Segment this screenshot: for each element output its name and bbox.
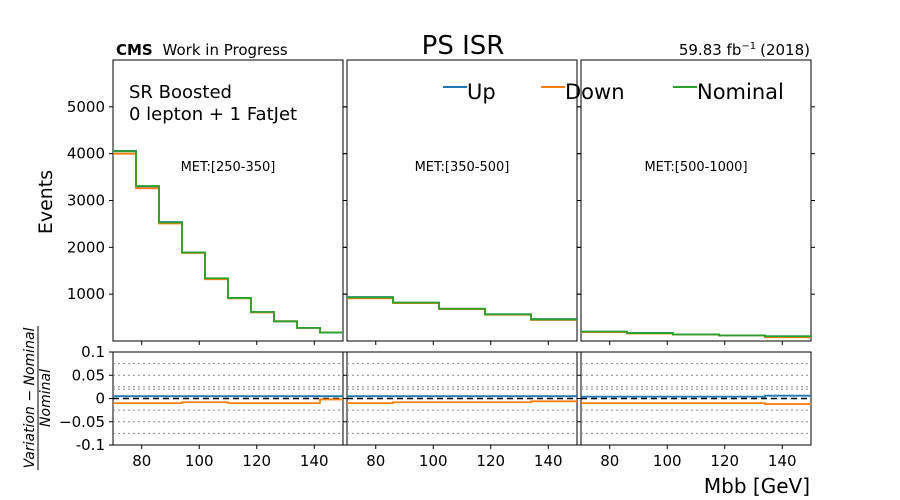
legend-label-down: Down: [565, 80, 625, 104]
ratio-label-denominator: Nominal: [38, 369, 54, 427]
x-tick-label: 100: [419, 452, 448, 470]
legend-label-nominal: Nominal: [697, 80, 784, 104]
x-tick-label: 120: [710, 452, 739, 470]
panel-3: MET:[500-1000] 80 100 120 140: [577, 59, 815, 470]
ratio-y-tick-label: 0.05: [72, 366, 105, 384]
met-bin-label: MET:[350-500]: [415, 160, 510, 175]
series-nominal-line: [581, 330, 811, 338]
x-tick-label: 80: [600, 452, 619, 470]
plot-area: 10002000300040005000MET:[250-350]0.10.05…: [59, 59, 815, 470]
svg-text:59.83 fb−1(2018): 59.83 fb−1 (2018): [679, 41, 810, 59]
ratio-y-tick-label: 0.1: [81, 343, 105, 361]
panel-2: MET:[350-500] 80 100 120 140: [343, 59, 581, 470]
y-tick-label: 1000: [67, 285, 105, 303]
cms-label: CMS: [116, 41, 153, 59]
svg-text:CMS Work in Progress: CMS Work in Progress: [116, 41, 288, 59]
y-axis-label: Events: [35, 170, 57, 234]
ratio-down-line: [347, 400, 577, 405]
x-tick-label: 140: [534, 452, 563, 470]
series-down-line: [113, 152, 343, 334]
x-tick-label: 100: [185, 452, 214, 470]
ratio-y-tick-label: 0: [95, 390, 105, 408]
legend-label-up: Up: [467, 80, 496, 104]
x-tick-label: 100: [653, 452, 682, 470]
legend: Up Down Nominal: [443, 80, 784, 104]
x-tick-label: 80: [132, 452, 151, 470]
chart-title: PS ISR: [422, 31, 505, 61]
y-tick-label: 2000: [67, 238, 105, 256]
x-axis-label: Mbb [GeV]: [704, 474, 810, 498]
ratio-y-tick-label: -0.1: [76, 436, 105, 454]
x-tick-label: 120: [242, 452, 271, 470]
series-up-line: [113, 149, 343, 334]
series-nominal-line: [113, 150, 343, 334]
ratio-y-tick-label: −0.05: [59, 413, 105, 431]
met-bin-label: MET:[250-350]: [181, 160, 276, 175]
region-text-line: SR Boosted: [129, 82, 232, 103]
ratio-label-numerator: Variation − Nominal: [22, 327, 38, 468]
region-text-line: 0 lepton + 1 FatJet: [129, 104, 297, 125]
lumi-value: 59.83 fb: [679, 41, 742, 59]
ratio-up-line: [581, 394, 811, 398]
panel-1: 10002000300040005000MET:[250-350]0.10.05…: [59, 59, 347, 470]
work-in-progress-label: Work in Progress: [163, 41, 288, 59]
x-tick-label: 140: [768, 452, 797, 470]
x-tick-label: 80: [366, 452, 385, 470]
met-bin-label: MET:[500-1000]: [644, 160, 747, 175]
x-tick-label: 140: [300, 452, 329, 470]
x-tick-label: 120: [476, 452, 505, 470]
ratio-down-line: [581, 402, 811, 405]
ratio-down-line: [113, 398, 343, 405]
y-tick-label: 4000: [67, 145, 105, 163]
y-tick-label: 3000: [67, 192, 105, 210]
lumi-year: (2018): [760, 41, 810, 59]
y-tick-label: 5000: [67, 98, 105, 116]
ratio-y-axis-label: Variation − Nominal Nominal: [22, 326, 54, 470]
lumi-exponent: −1: [741, 41, 756, 52]
series-nominal-line: [347, 296, 577, 321]
